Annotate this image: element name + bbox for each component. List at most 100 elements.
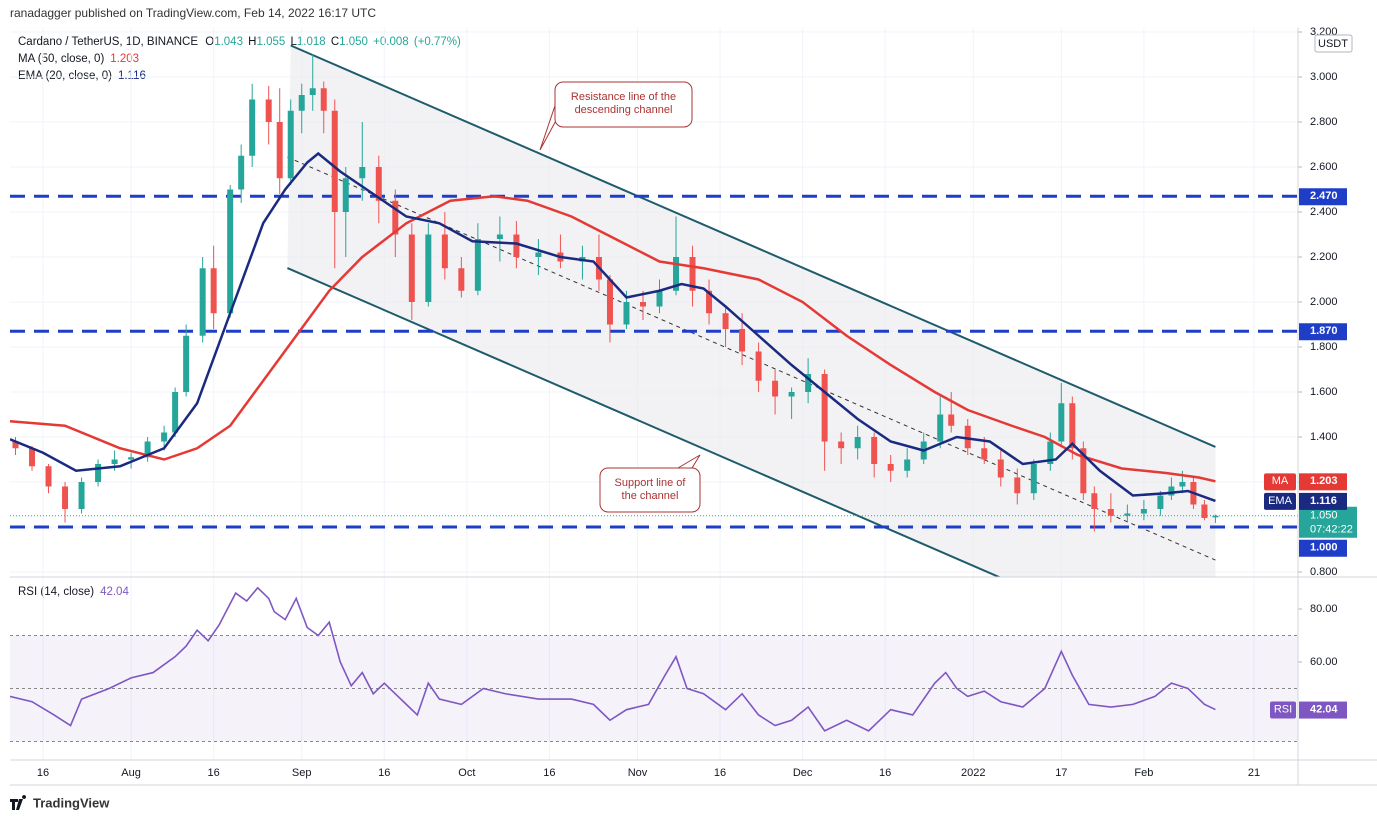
overlay-tag-name-box bbox=[1264, 492, 1296, 510]
annotation-text: the channel bbox=[622, 490, 679, 502]
candle-body bbox=[1179, 482, 1186, 487]
x-tick-label: Aug bbox=[121, 767, 141, 779]
x-tick-label: 16 bbox=[378, 767, 390, 779]
annotation-pointer bbox=[677, 454, 701, 469]
candle-body bbox=[238, 155, 245, 190]
y-tick-label: 2.000 bbox=[1310, 296, 1338, 308]
price-pane bbox=[10, 44, 1298, 577]
candle-body bbox=[722, 313, 729, 329]
ohlc-key: L bbox=[290, 36, 297, 48]
y-tick-label: 2.800 bbox=[1310, 116, 1338, 128]
candle-body bbox=[1201, 504, 1208, 518]
candle-body bbox=[392, 200, 399, 235]
candle-body bbox=[29, 448, 36, 467]
candle-body bbox=[320, 88, 327, 111]
rsi-legend: RSI (14, close) 42.04 bbox=[18, 586, 129, 598]
logo-text: TradingView bbox=[33, 795, 110, 810]
rsi-tag-name-box bbox=[1270, 701, 1296, 719]
overlay-tag-name: EMA bbox=[1268, 495, 1293, 507]
candle-body bbox=[821, 374, 828, 442]
candle-body bbox=[964, 425, 971, 449]
axes: 16 Aug 16 Sep 16 Oct 16 Nov 16 Dec 16 2022 17 Feb 21 0.… bbox=[37, 26, 1338, 779]
countdown: 07:42:22 bbox=[1310, 524, 1353, 536]
logo: TradingView bbox=[10, 795, 110, 810]
candle-body bbox=[535, 252, 542, 257]
y-tick-label: 1.400 bbox=[1310, 431, 1338, 443]
candle-body bbox=[425, 234, 432, 302]
candle-body bbox=[937, 414, 944, 442]
ema-value: 1.116 bbox=[118, 70, 146, 82]
x-tick-label: Dec bbox=[793, 767, 813, 779]
price-tag bbox=[1299, 506, 1357, 538]
x-tick-label: 16 bbox=[37, 767, 49, 779]
change-pct: (+0.77%) bbox=[414, 36, 461, 48]
candle-body bbox=[788, 392, 795, 397]
logo-icon bbox=[10, 795, 27, 810]
candle-body bbox=[287, 110, 294, 179]
ohlc-value: 1.043 bbox=[214, 36, 243, 48]
candle-body bbox=[904, 459, 911, 471]
candle-body bbox=[265, 99, 272, 122]
candle-body bbox=[78, 482, 85, 509]
candle-body bbox=[656, 290, 663, 307]
candle-body bbox=[887, 464, 894, 471]
candle-body bbox=[172, 392, 179, 433]
y-tick-label: 0.800 bbox=[1310, 566, 1338, 578]
candle-body bbox=[1080, 448, 1087, 494]
candle-body bbox=[1168, 486, 1175, 496]
candle-body bbox=[772, 380, 779, 397]
candle-body bbox=[1069, 403, 1076, 449]
x-tick-label: 17 bbox=[1055, 767, 1067, 779]
ohlc-value: 1.050 bbox=[339, 36, 368, 48]
level-tag bbox=[1299, 188, 1347, 206]
x-tick-label: 2022 bbox=[961, 767, 985, 779]
candle-body bbox=[144, 441, 151, 458]
currency: USDT bbox=[1318, 38, 1348, 50]
candle-body bbox=[981, 448, 988, 460]
overlay-tag-name-box bbox=[1264, 473, 1296, 491]
currency-box bbox=[1314, 34, 1353, 53]
candle-body bbox=[1140, 509, 1147, 514]
candle-body bbox=[1124, 513, 1131, 516]
y-tick-label: 3.000 bbox=[1310, 71, 1338, 83]
candle-body bbox=[871, 437, 878, 464]
candle-body bbox=[739, 329, 746, 352]
candle-body bbox=[706, 290, 713, 314]
rsi-pane bbox=[10, 586, 1298, 742]
ema-name: EMA (20, close, 0) bbox=[18, 70, 112, 82]
channel-support bbox=[287, 267, 1001, 577]
candle-body bbox=[441, 234, 448, 269]
ohlc-key: H bbox=[248, 36, 256, 48]
candle-body bbox=[838, 441, 845, 449]
candle-body bbox=[1058, 403, 1065, 442]
level-tag-label: 2.470 bbox=[1310, 190, 1338, 202]
ma-name: MA (50, close, 0) bbox=[18, 53, 104, 65]
overlay-tag-box bbox=[1299, 473, 1347, 491]
candle-body bbox=[298, 95, 305, 111]
candle-body bbox=[1091, 493, 1098, 509]
candle-body bbox=[249, 99, 256, 156]
candle-body bbox=[331, 110, 338, 212]
rsi-tag-name: RSI bbox=[1274, 703, 1292, 715]
candle-body bbox=[948, 414, 955, 426]
y-tick-label: 80.00 bbox=[1310, 603, 1338, 615]
x-tick-label: Feb bbox=[1134, 767, 1153, 779]
candle-body bbox=[359, 167, 366, 179]
candle-body bbox=[854, 437, 861, 449]
annotation-box bbox=[554, 81, 693, 128]
change: +0.008 bbox=[373, 36, 409, 48]
candle-body bbox=[408, 234, 415, 302]
rsi-name: RSI (14, close) bbox=[18, 586, 94, 598]
candle-body bbox=[513, 234, 520, 257]
y-tick-label: 1.600 bbox=[1310, 386, 1338, 398]
candle-body bbox=[210, 268, 217, 314]
candle-body bbox=[1030, 464, 1037, 494]
overlay-tag-box bbox=[1299, 492, 1347, 510]
moving-average bbox=[10, 194, 1216, 483]
level-tag-label: 1.870 bbox=[1310, 325, 1338, 337]
candle-body bbox=[95, 464, 102, 482]
x-tick-label: Nov bbox=[628, 767, 648, 779]
candle-body bbox=[496, 234, 503, 239]
level-tag bbox=[1299, 323, 1347, 341]
